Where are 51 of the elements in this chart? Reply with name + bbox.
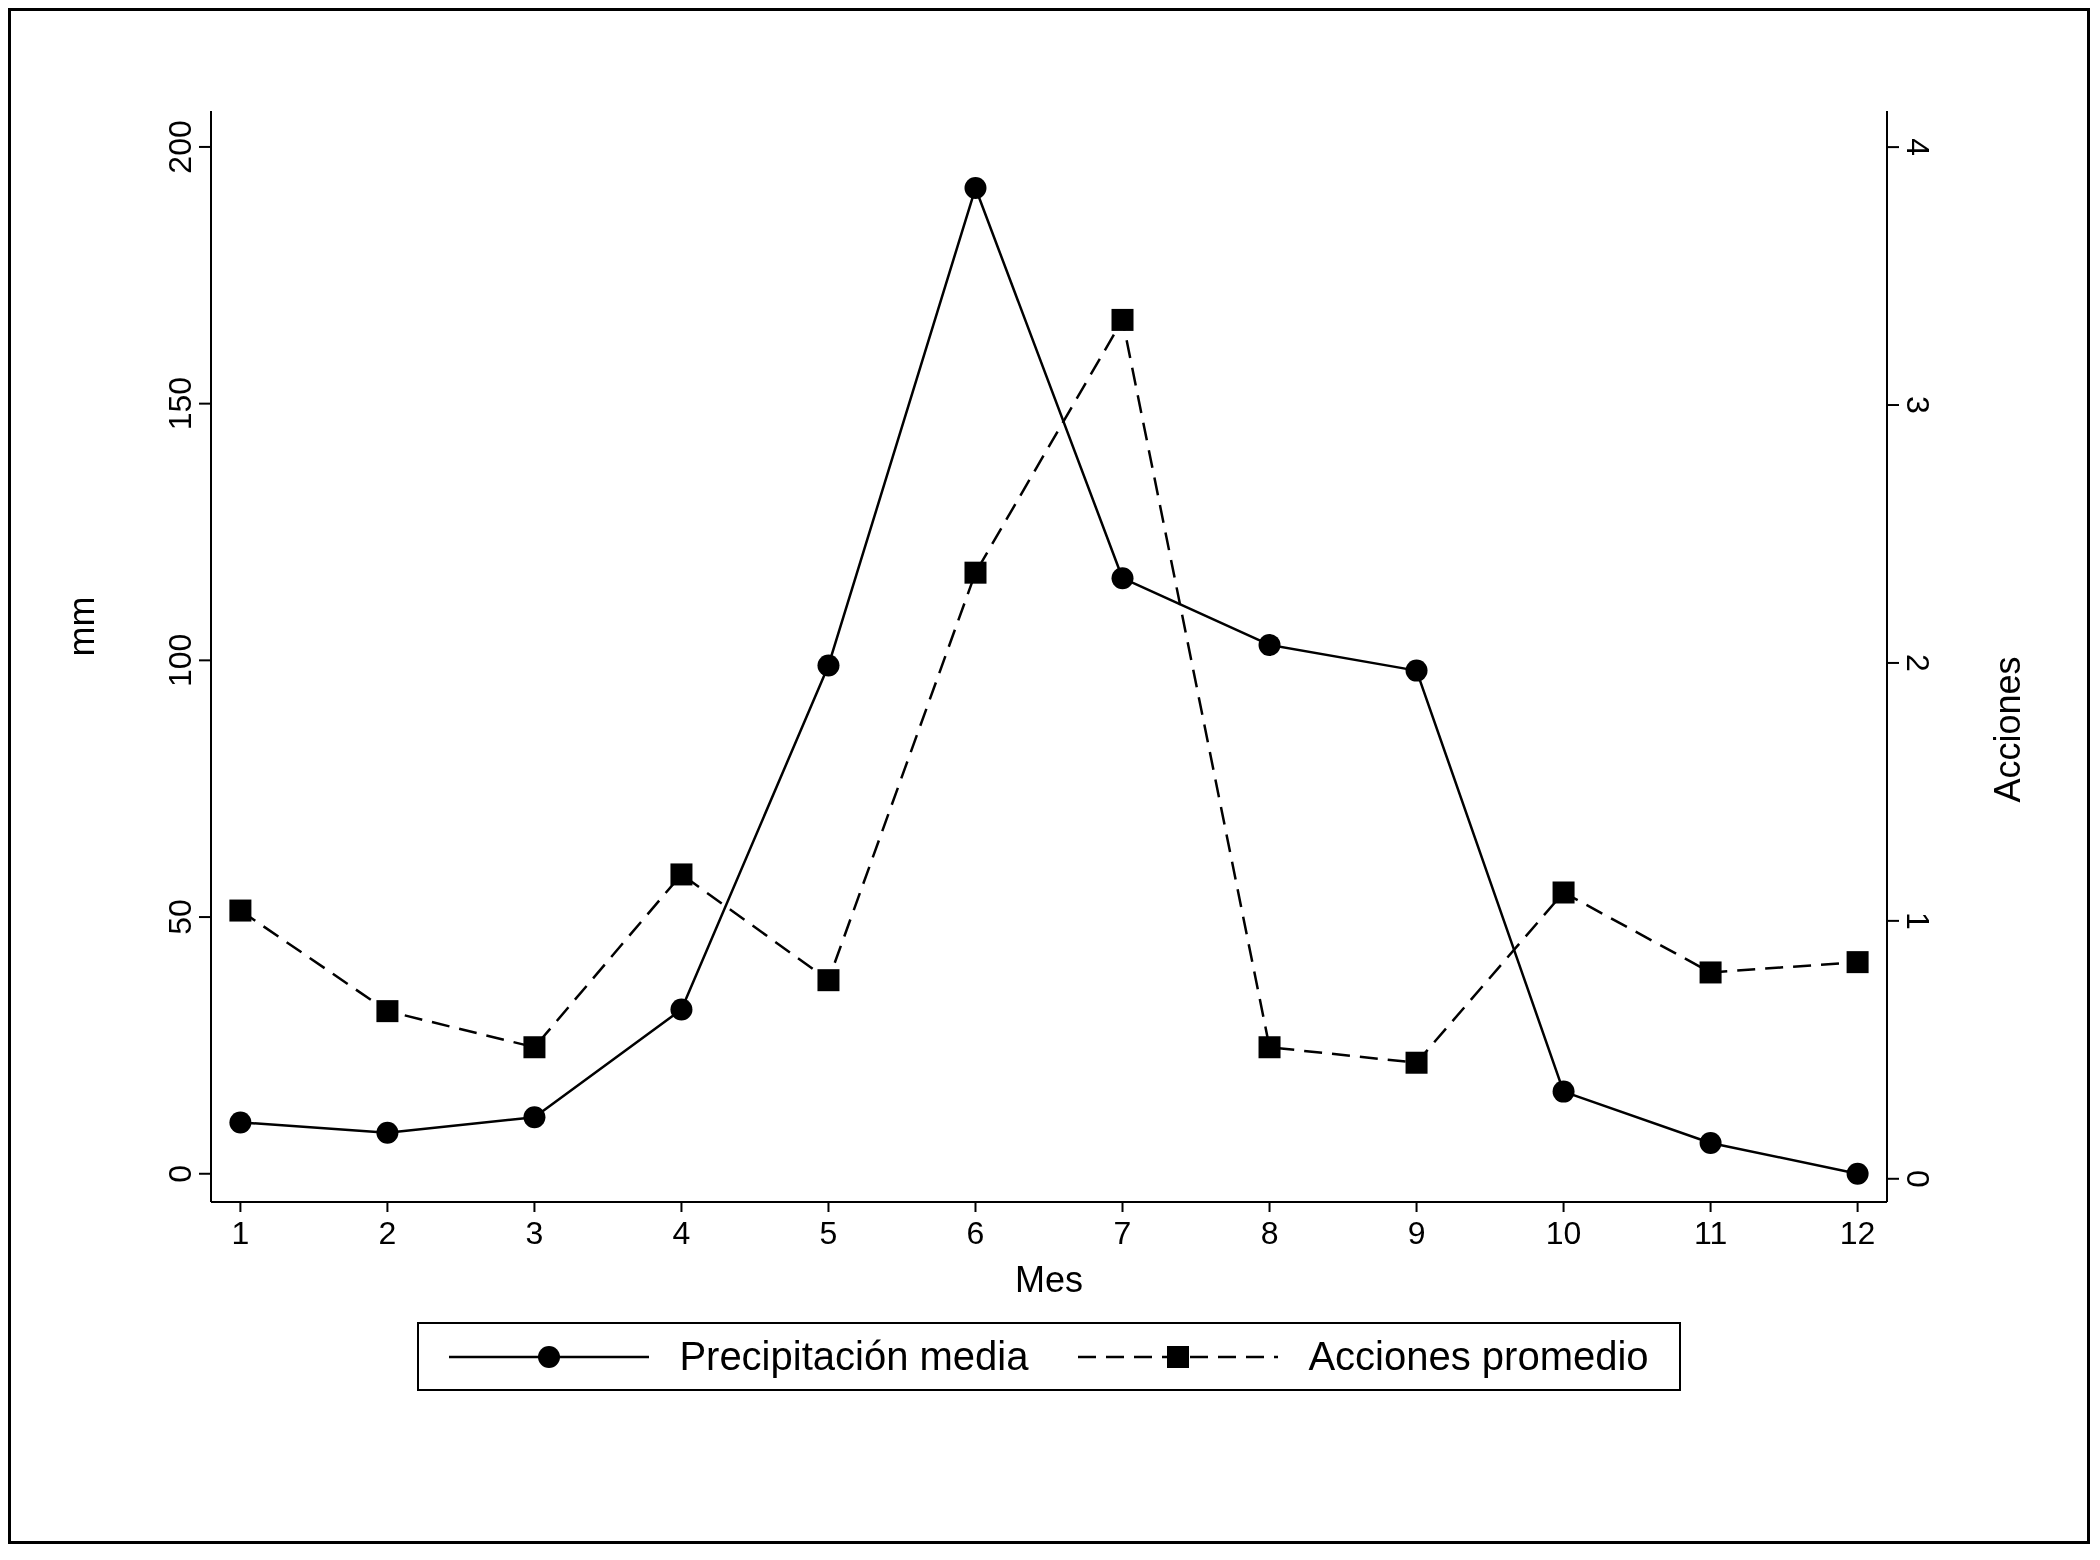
legend-label: Precipitación media <box>679 1334 1029 1379</box>
x-tick-label: 1 <box>231 1215 250 1251</box>
point <box>1552 881 1575 904</box>
point <box>1552 1080 1575 1103</box>
point <box>817 969 840 992</box>
y-tick-label: 0 <box>162 1164 198 1183</box>
point <box>1111 308 1134 331</box>
point <box>964 561 987 584</box>
x-tick-label: 9 <box>1407 1215 1426 1251</box>
x-axis-title: Mes <box>1014 1259 1084 1300</box>
y-tick-label: 50 <box>162 899 198 935</box>
point <box>1846 1162 1869 1185</box>
point <box>376 1121 399 1144</box>
point <box>817 654 840 677</box>
point <box>964 177 987 200</box>
x-tick-label: 3 <box>525 1215 544 1251</box>
x-tick-label: 4 <box>672 1215 691 1251</box>
x-tick-label: 7 <box>1113 1215 1132 1251</box>
y-tick-label: 200 <box>162 120 198 174</box>
point <box>670 863 693 886</box>
point <box>1258 633 1281 656</box>
x-tick-label: 5 <box>819 1215 838 1251</box>
y2-tick-label: 4 <box>1900 138 1936 157</box>
point <box>1699 961 1722 984</box>
y-tick-label: 150 <box>162 376 198 431</box>
x-tick-label: 2 <box>378 1215 397 1251</box>
point <box>1699 1131 1722 1154</box>
y2-tick-label: 3 <box>1900 396 1936 414</box>
y2-tick-label: 0 <box>1900 1169 1936 1188</box>
point <box>1405 659 1428 682</box>
y2-tick-label: 2 <box>1900 654 1936 672</box>
y-axis-title: mm <box>60 596 102 657</box>
x-tick-label: 10 <box>1545 1215 1582 1251</box>
point <box>1111 567 1134 590</box>
point <box>523 1106 546 1129</box>
x-tick-label: 12 <box>1839 1215 1876 1251</box>
point <box>670 998 693 1021</box>
point <box>1405 1051 1428 1074</box>
x-tick-label: 11 <box>1693 1215 1728 1251</box>
y2-tick-label: 1 <box>1900 911 1936 930</box>
y2-axis-title: Acciones <box>1986 656 2028 803</box>
x-tick-label: 6 <box>966 1215 985 1251</box>
point <box>1258 1036 1281 1059</box>
point <box>523 1036 546 1059</box>
point <box>376 1000 399 1023</box>
x-tick-label: 8 <box>1260 1215 1279 1251</box>
y-tick-label: 100 <box>162 633 198 688</box>
point <box>1846 951 1869 974</box>
point <box>229 899 252 922</box>
point <box>229 1111 252 1134</box>
legend-label: Acciones promedio <box>1308 1334 1649 1379</box>
